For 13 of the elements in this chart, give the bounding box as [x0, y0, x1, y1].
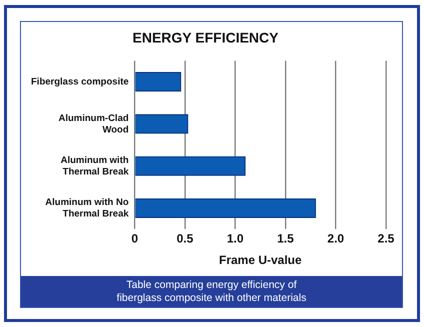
x-tick-label: 0.5: [176, 232, 194, 246]
y-tick-label: Aluminum with Thermal Break: [60, 154, 130, 178]
chart-title: ENERGY EFFICIENCY: [132, 29, 280, 46]
y-tick-label: Aluminum with No Thermal Break: [45, 197, 130, 220]
x-tick-label: 1.5: [277, 232, 294, 246]
x-tick-label: 2.5: [378, 232, 395, 246]
x-tick-label: 1.0: [226, 232, 244, 246]
x-tick-label: 2.0: [327, 232, 344, 246]
text: Table comparing energy efficiency of fiberglass composite with other materials: [21, 278, 402, 304]
x-tick-label: 0: [131, 232, 138, 246]
y-tick-label: Fiberglass composite: [30, 76, 129, 88]
y-tick-label: Aluminum-Clad Wood: [58, 112, 129, 136]
x-axis-title: Frame U-value: [218, 253, 302, 268]
